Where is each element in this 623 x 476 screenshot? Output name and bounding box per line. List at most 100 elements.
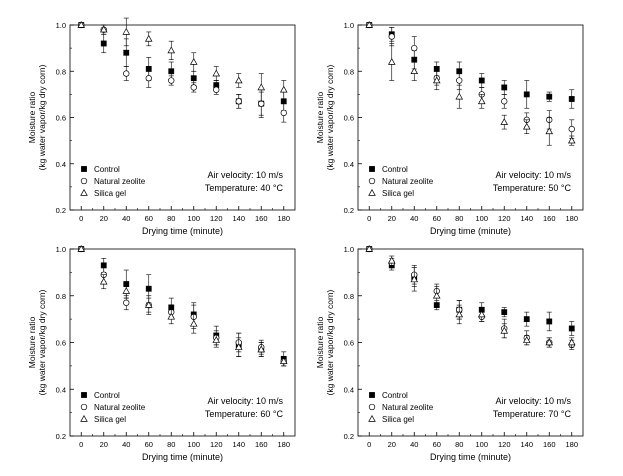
x-tick-label: 100 — [187, 440, 200, 449]
x-tick-label: 100 — [475, 214, 488, 223]
y-tick-label: 0.4 — [344, 160, 354, 169]
legend: Control Natural zeolite Silica gel — [368, 391, 434, 424]
legend-label: Control — [94, 165, 120, 174]
data-point — [212, 336, 221, 343]
x-tick-label: 0 — [367, 440, 371, 449]
legend-marker — [368, 188, 376, 196]
y-tick-label: 1.0 — [56, 245, 66, 254]
data-point — [432, 291, 441, 299]
data-point — [410, 275, 419, 283]
data-point — [234, 76, 243, 84]
data-point — [189, 57, 198, 65]
data-point — [501, 309, 508, 316]
x-tick-label: 80 — [455, 440, 463, 449]
x-axis-label: Drying time (minute) — [142, 452, 223, 462]
x-tick-label: 40 — [122, 440, 130, 449]
data-point — [123, 70, 130, 77]
data-point — [456, 77, 463, 84]
series-natural-zeolite — [78, 21, 287, 123]
annotation-air-velocity: Air velocity: 10 m/s — [495, 170, 571, 180]
annotation-air-velocity: Air velocity: 10 m/s — [207, 396, 283, 406]
data-point — [567, 136, 576, 144]
data-point — [545, 127, 554, 135]
data-point — [123, 49, 130, 56]
x-tick-label: 120 — [498, 214, 511, 223]
data-point — [99, 25, 108, 33]
annotation-temperature: Temperature: 60 °C — [205, 409, 284, 419]
x-tick-label: 120 — [210, 440, 223, 449]
x-tick-label: 20 — [388, 214, 396, 223]
y-tick-label: 0.4 — [56, 160, 66, 169]
x-tick-label: 60 — [433, 214, 441, 223]
y-tick-label: 1.0 — [344, 245, 354, 254]
legend-label: Control — [94, 391, 120, 400]
data-point — [279, 85, 288, 93]
annotation-air-velocity: Air velocity: 10 m/s — [495, 396, 571, 406]
data-point — [279, 357, 288, 364]
x-tick-label: 160 — [255, 214, 268, 223]
x-tick-label: 60 — [145, 440, 153, 449]
data-point — [77, 20, 86, 28]
data-point — [144, 34, 153, 42]
y-tick-label: 1.0 — [56, 21, 66, 30]
x-axis-label: Drying time (minute) — [430, 452, 511, 462]
x-tick-label: 100 — [187, 214, 200, 223]
x-tick-label: 160 — [255, 440, 268, 449]
legend-label: Natural zeolite — [94, 403, 146, 412]
x-tick-label: 40 — [122, 214, 130, 223]
data-point — [212, 69, 221, 77]
data-point — [522, 336, 531, 343]
data-point — [523, 316, 530, 323]
data-point — [189, 319, 198, 327]
data-point — [190, 84, 197, 91]
series-silica-gel — [77, 244, 288, 367]
legend-marker — [80, 188, 88, 196]
y-axis-label-line1: Moisture ratio — [315, 316, 325, 368]
y-tick-label: 0.6 — [56, 339, 66, 348]
x-tick-label: 0 — [367, 214, 371, 223]
y-tick-label: 0.8 — [56, 67, 66, 76]
data-point — [257, 345, 266, 353]
legend-marker — [368, 414, 376, 422]
x-tick-label: 180 — [277, 214, 290, 223]
data-point — [100, 40, 107, 47]
data-point — [77, 244, 86, 252]
data-point — [411, 44, 418, 52]
x-tick-label: 100 — [475, 440, 488, 449]
y-axis-label-line1: Moisture ratio — [27, 91, 37, 143]
x-tick-label: 140 — [232, 440, 245, 449]
data-point — [455, 92, 464, 100]
data-point — [213, 86, 220, 93]
y-axis-label-line2: (kg water vapor/kg dry corn) — [37, 289, 47, 395]
legend-marker — [81, 392, 87, 398]
x-tick-label: 80 — [455, 214, 463, 223]
y-tick-label: 0.8 — [56, 292, 66, 301]
x-tick-label: 180 — [565, 440, 578, 449]
y-tick-label: 0.6 — [344, 339, 354, 348]
x-tick-label: 0 — [79, 440, 83, 449]
panel-top-right: 0 20 40 60 80 100 120 140 160 180 0.2 0.4 0.6 0.8 1.0 D… — [315, 20, 584, 236]
y-tick-label: 0.8 — [344, 67, 354, 76]
data-point — [500, 118, 509, 125]
legend-marker — [81, 166, 87, 172]
y-tick-label: 0.2 — [56, 206, 66, 215]
data-point — [410, 67, 419, 75]
data-point — [387, 256, 396, 264]
y-tick-label: 1.0 — [344, 21, 354, 30]
data-point — [167, 312, 176, 320]
series-natural-zeolite — [366, 21, 575, 139]
x-tick-label: 20 — [388, 440, 396, 449]
y-axis-label-line2: (kg water vapor/kg dry corn) — [325, 289, 335, 395]
series-silica-gel — [365, 20, 576, 146]
data-point — [477, 310, 486, 318]
x-tick-label: 120 — [210, 214, 223, 223]
legend-marker — [80, 414, 88, 422]
x-tick-label: 40 — [410, 440, 418, 449]
data-point — [546, 93, 553, 100]
data-point — [501, 98, 508, 105]
data-point — [455, 310, 464, 318]
panel-top-left: 0 20 40 60 80 100 120 140 160 180 0.2 0.4 0.6 0.8 1.0 D… — [27, 17, 296, 236]
annotation-temperature: Temperature: 70 °C — [493, 409, 572, 419]
data-point — [99, 277, 108, 285]
series-control — [366, 22, 575, 109]
